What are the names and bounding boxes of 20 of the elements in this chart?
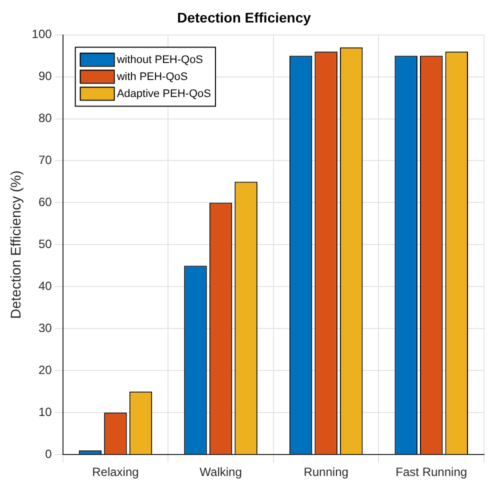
x-tick-label: Fast Running [396,465,468,480]
y-axis-title: Detection Efficiency (%) [7,170,24,319]
legend-label: Adaptive PEH-QoS [116,88,211,100]
y-tick-label: 60 [38,195,52,210]
chart-title: Detection Efficiency [177,9,312,26]
y-tick-label: 100 [32,27,52,42]
y-tick-label: 10 [38,404,52,419]
y-tick-label: 20 [38,362,52,377]
x-tick-label: Relaxing [92,465,139,480]
legend-label: without PEH-QoS [116,54,204,66]
y-tick-label: 80 [38,111,52,126]
x-tick-label: Running [304,465,348,480]
x-tick-label: Walking [200,465,242,480]
y-tick-label: 0 [45,446,52,461]
y-tick-label: 90 [38,69,52,84]
legend-label: with PEH-QoS [116,70,188,83]
y-tick-label: 50 [38,237,52,252]
y-tick-label: 70 [38,153,52,168]
y-tick-label: 30 [38,320,52,335]
y-tick-label: 40 [38,278,52,293]
